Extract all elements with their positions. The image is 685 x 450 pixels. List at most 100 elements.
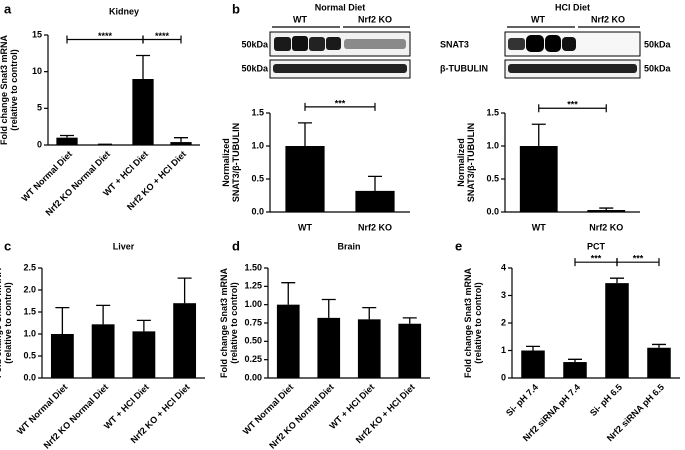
chart-title: Normal Diet	[315, 2, 366, 12]
y-tick-label: 0.25	[244, 354, 262, 364]
y-axis-label-line: (relative to control)	[473, 282, 483, 364]
y-tick-label: 0.5	[23, 350, 36, 360]
error-bar	[174, 137, 188, 143]
blot-group-label: Nrf2 KO	[591, 14, 625, 24]
bar	[605, 283, 629, 378]
chart-title: Liver	[113, 241, 135, 251]
error-bar	[60, 134, 74, 138]
bar	[173, 303, 197, 378]
y-axis-label: Fold change Snat3 mRNA(relative to contr…	[219, 267, 239, 378]
x-tick-label: Si- pH 6.5	[588, 382, 624, 418]
y-axis-label-line: SNAT3/β-TUBULIN	[231, 123, 241, 202]
bar	[587, 210, 626, 212]
chart-title: HCl Diet	[555, 2, 590, 12]
y-axis-label: NormalizedSNAT3/β-TUBULIN	[221, 123, 241, 202]
significance-label: ****	[155, 31, 170, 41]
error-bar	[55, 306, 70, 334]
error-bar	[568, 358, 582, 363]
y-tick-label: 2.5	[23, 262, 36, 272]
error-bar	[321, 298, 336, 318]
x-tick-label: WT	[298, 222, 312, 232]
bar	[132, 79, 154, 145]
bar	[50, 334, 74, 378]
panel-letter: c	[4, 238, 11, 253]
y-tick-label: 1.5	[23, 306, 36, 316]
error-bar	[362, 306, 377, 320]
bar	[647, 347, 671, 378]
error-bar	[531, 123, 546, 146]
y-tick-label: 1.00	[244, 299, 262, 309]
significance-bracket	[142, 35, 182, 44]
significance-bracket	[304, 102, 376, 111]
y-axis-label-line: (relative to control)	[229, 282, 239, 364]
bar	[317, 317, 341, 378]
y-tick-label: 10	[32, 66, 42, 76]
y-axis-label-line: (relative to control)	[9, 49, 19, 131]
error-bar	[526, 345, 540, 351]
error-bar	[298, 122, 312, 146]
y-tick-label: 0.0	[486, 206, 499, 216]
y-axis-label-line: Fold change Snat3 mRNA	[0, 267, 3, 378]
panel-letter: b	[232, 1, 240, 16]
blot-marker: 50kDa	[644, 63, 672, 73]
y-tick-label: 0	[37, 139, 42, 149]
chart-title: Kidney	[109, 6, 139, 16]
significance-label: ***	[591, 254, 602, 264]
bar	[276, 304, 300, 378]
chart-title: Brain	[337, 241, 360, 251]
bar	[519, 146, 558, 212]
y-axis-label: NormalizedSNAT3/β-TUBULIN	[456, 123, 476, 202]
y-tick-label: 0.5	[251, 173, 264, 183]
panel-letter: e	[455, 238, 462, 253]
blot-group-label: Nrf2 KO	[358, 14, 392, 24]
bar	[132, 331, 156, 378]
y-tick-label: 1.0	[251, 140, 264, 150]
error-bar	[368, 175, 382, 191]
y-tick-label: 1.0	[486, 140, 499, 150]
error-bar	[136, 54, 150, 79]
blot-group-label: WT	[531, 14, 545, 24]
significance-label: ****	[98, 31, 113, 41]
blot-group-label: WT	[293, 14, 307, 24]
bar	[355, 190, 395, 212]
y-tick-label: 0.75	[244, 317, 262, 327]
x-tick-label: Nrf2 KO	[589, 222, 623, 232]
y-axis-label-line: Fold change Snat3 mRNA	[0, 34, 9, 145]
bar	[563, 362, 587, 378]
significance-label: ***	[633, 254, 644, 264]
significance-bracket	[616, 258, 660, 267]
error-bar	[136, 319, 151, 332]
significance-bracket	[538, 104, 607, 113]
y-tick-label: 1.25	[244, 281, 262, 291]
y-axis-label-line: Normalized	[456, 138, 466, 187]
y-tick-label: 1.50	[244, 262, 262, 272]
error-bar	[281, 282, 296, 305]
x-tick-label: Nrf2 KO Normal Diet	[43, 149, 112, 218]
y-tick-label: 0.0	[23, 372, 36, 382]
blot-images	[269, 26, 641, 79]
y-axis-label-line: Fold change Snat3 mRNA	[463, 267, 473, 378]
error-bar	[610, 277, 624, 284]
y-tick-label: 2	[501, 317, 506, 327]
y-tick-label: 0.50	[244, 336, 262, 346]
blot-protein: β-TUBULIN	[440, 63, 488, 73]
chart-title: PCT	[587, 241, 606, 251]
y-tick-label: 2.0	[23, 284, 36, 294]
bar	[398, 323, 422, 378]
error-bar	[402, 317, 417, 324]
y-tick-label: 4	[501, 262, 506, 272]
y-axis-label: Fold change Snat3 mRNA(relative to contr…	[463, 267, 483, 378]
y-tick-label: 15	[32, 29, 42, 39]
y-tick-label: 0.00	[244, 372, 262, 382]
y-axis-label-line: Fold change Snat3 mRNA	[219, 267, 229, 378]
y-tick-label: 0.0	[251, 206, 264, 216]
y-tick-label: 0.5	[486, 173, 499, 183]
x-tick-label: WT	[532, 222, 546, 232]
y-tick-label: 3	[501, 290, 506, 300]
blot-marker: 50kDa	[644, 39, 672, 49]
y-tick-label: 0	[501, 372, 506, 382]
bar	[521, 350, 545, 378]
y-tick-label: 1.5	[251, 107, 264, 117]
error-bar	[599, 207, 614, 211]
